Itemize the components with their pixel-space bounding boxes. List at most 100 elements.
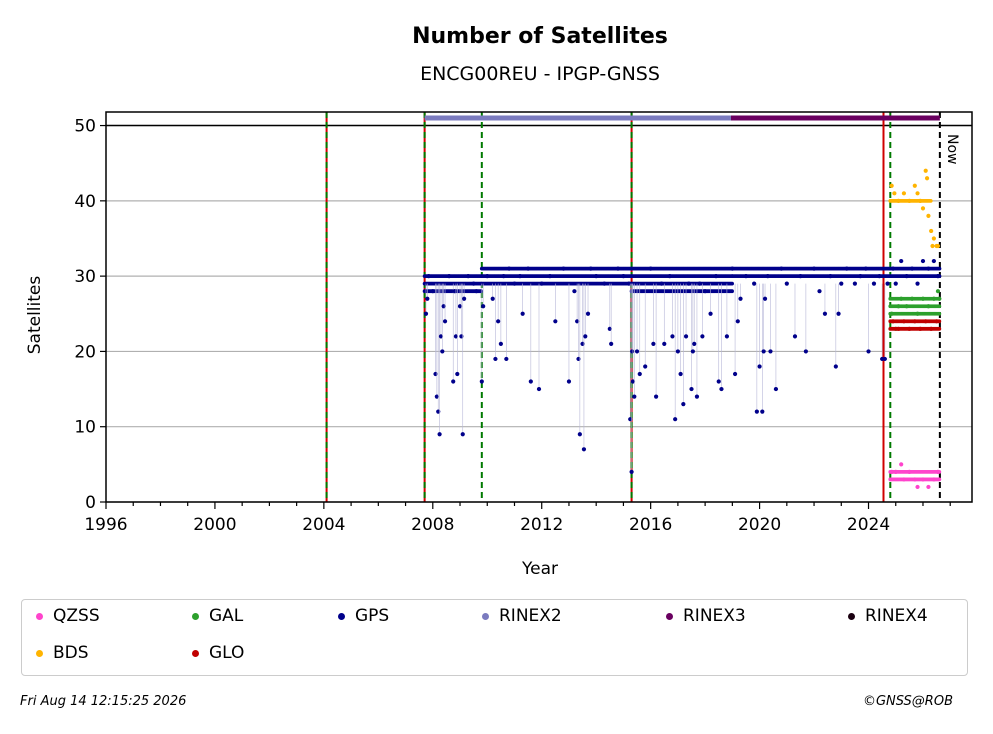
data-point [708,311,713,316]
data-point [928,198,933,203]
data-point [732,371,738,377]
data-point [607,326,612,331]
data-point [703,289,708,294]
data-point [863,266,868,271]
data-point [471,281,476,286]
data-point [773,386,779,392]
data-point [915,311,920,316]
data-point [498,341,503,346]
data-point [681,402,686,407]
x-tick-label: 2000 [193,515,236,535]
data-point [626,281,631,286]
data-point [915,191,920,196]
series-glo [888,319,942,331]
data-point [583,334,588,339]
data-point [885,281,890,286]
series-qzss [888,462,942,490]
data-point [442,319,448,324]
chart-subtitle: ENCG00REU - IPGP-GNSS [420,63,660,85]
data-point [585,311,591,316]
x-tick-label: 2016 [629,515,672,535]
data-point [594,274,599,279]
data-point [935,469,941,474]
legend-marker [36,649,43,657]
data-point [692,341,697,346]
data-point [481,304,486,309]
data-point [643,364,648,369]
data-point [926,484,931,490]
data-point [423,311,429,316]
legend-item-rinex4: RINEX4 [848,606,928,626]
series-gps [422,258,942,474]
data-point [581,447,587,452]
legend-marker [192,612,199,620]
legend-item-bds: BDS [36,643,89,663]
data-point [822,311,828,316]
data-point [896,304,901,309]
x-tick-label: 2020 [738,515,781,535]
data-point [528,379,533,384]
chart-legend: QZSS GAL GPS RINEX2 RINEX3 RINEX4 BDS GLO [21,599,968,676]
x-tick-label: 2004 [302,515,345,535]
data-point [490,296,495,301]
data-point [920,477,926,482]
footer-timestamp: Fri Aug 14 12:15:25 2026 [20,694,187,709]
footer-credit: ©GNSS@ROB [862,694,953,709]
data-point [670,334,675,339]
series-gal [888,289,942,331]
data-point [686,281,691,286]
data-point [575,319,580,324]
data-point [630,349,635,354]
legend-item-gps: GPS [338,606,389,626]
data-point [904,274,909,279]
plot-frame [105,111,973,503]
data-point [779,266,784,271]
data-point [738,296,743,301]
data-point [678,371,683,377]
data-point [760,409,765,414]
data-point [937,266,942,271]
data-point [839,281,844,286]
data-point [662,341,667,346]
x-axis-label: Year [521,559,558,579]
data-point [634,349,640,354]
data-point [926,266,931,271]
data-point [637,371,642,377]
data-point [920,258,926,264]
legend-item-gal: GAL [192,606,243,626]
y-tick-label: 30 [74,267,96,287]
data-point [924,176,930,181]
data-point [675,349,680,354]
data-point [425,296,430,301]
x-tick-label: 2024 [847,515,890,535]
data-point [929,228,934,234]
data-point [520,311,525,316]
data-point [920,206,926,211]
data-point [713,274,719,279]
data-point [629,469,634,474]
data-point [901,191,907,196]
data-point [877,274,882,279]
data-point [689,386,694,392]
data-point [890,319,896,324]
data-point [896,326,901,331]
data-point [871,281,877,286]
data-point [899,258,904,264]
data-point [526,266,531,271]
data-point [588,266,593,271]
data-point [426,274,431,279]
data-point [466,274,471,279]
data-point [437,432,442,437]
data-point [730,289,734,294]
data-point [506,266,512,271]
x-tick-label: 2012 [520,515,563,535]
series-bds [888,168,941,249]
legend-marker [666,612,673,620]
data-point [719,386,724,392]
data-point [852,281,857,286]
legend-marker [192,649,199,657]
data-point [912,319,917,324]
data-point [915,484,920,490]
data-point [892,191,897,196]
legend-label: GLO [209,643,245,663]
